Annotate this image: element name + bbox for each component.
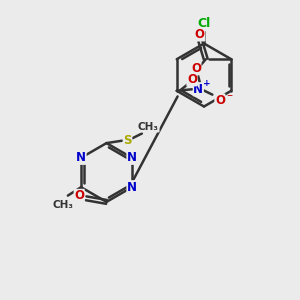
Text: CH₃: CH₃	[52, 200, 74, 210]
Text: ⁻: ⁻	[226, 92, 232, 105]
Text: O: O	[187, 73, 197, 86]
Text: O: O	[74, 189, 84, 203]
Text: +: +	[202, 80, 210, 88]
Text: O: O	[195, 28, 205, 41]
Text: O: O	[191, 62, 201, 75]
Text: N: N	[193, 83, 203, 96]
Text: S: S	[123, 134, 132, 147]
Text: CH₃: CH₃	[138, 122, 159, 132]
Text: N: N	[127, 151, 137, 164]
Text: O: O	[215, 94, 225, 107]
Text: N: N	[127, 181, 137, 194]
Text: Cl: Cl	[197, 17, 211, 31]
Text: N: N	[76, 151, 86, 164]
